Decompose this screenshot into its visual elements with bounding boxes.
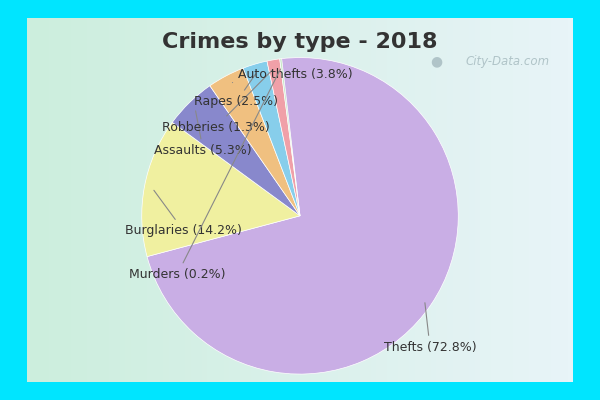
Wedge shape bbox=[280, 59, 300, 216]
Wedge shape bbox=[172, 86, 300, 216]
Text: Assaults (5.3%): Assaults (5.3%) bbox=[154, 111, 252, 157]
Wedge shape bbox=[267, 59, 300, 216]
Text: ●: ● bbox=[430, 55, 443, 69]
Text: Burglaries (14.2%): Burglaries (14.2%) bbox=[125, 190, 242, 238]
Text: Murders (0.2%): Murders (0.2%) bbox=[129, 69, 280, 281]
Text: Rapes (2.5%): Rapes (2.5%) bbox=[194, 74, 278, 108]
Wedge shape bbox=[210, 68, 300, 216]
Wedge shape bbox=[147, 58, 458, 374]
Text: Thefts (72.8%): Thefts (72.8%) bbox=[384, 303, 476, 354]
Text: Crimes by type - 2018: Crimes by type - 2018 bbox=[162, 32, 438, 52]
Text: City-Data.com: City-Data.com bbox=[466, 55, 550, 68]
Text: Robberies (1.3%): Robberies (1.3%) bbox=[161, 70, 273, 134]
Wedge shape bbox=[243, 61, 300, 216]
Text: Auto thefts (3.8%): Auto thefts (3.8%) bbox=[232, 68, 353, 82]
Wedge shape bbox=[142, 122, 300, 256]
